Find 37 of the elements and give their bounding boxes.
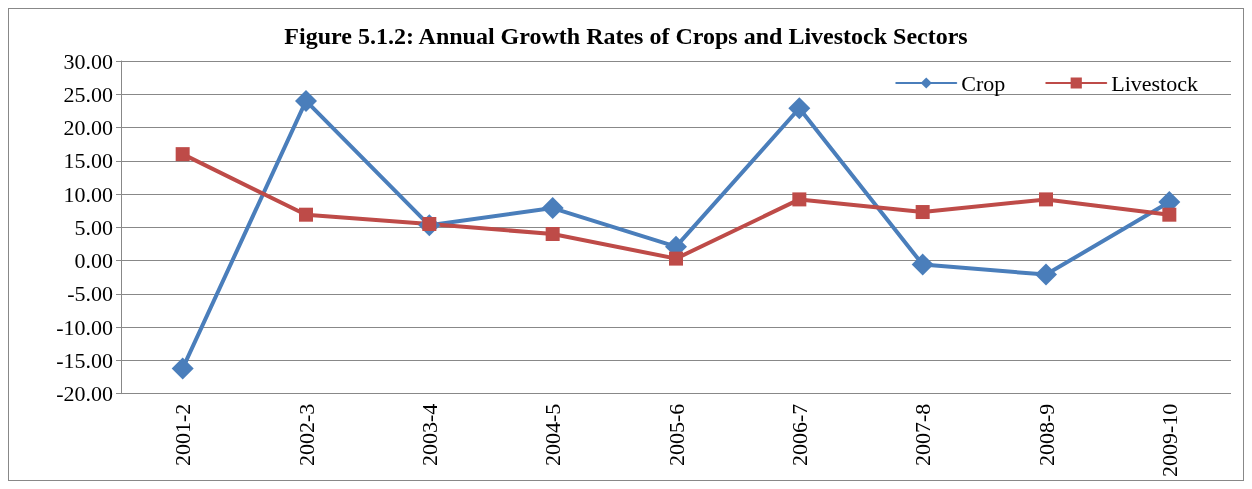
point: [669, 251, 683, 266]
y-tick-label: -15.00: [56, 347, 113, 373]
legend-label: Livestock: [1111, 70, 1199, 96]
point: [792, 192, 807, 207]
x-tick-label: 2004-5: [540, 403, 566, 466]
x-tick-label: 2007-8: [910, 403, 936, 466]
chart-title: Figure 5.1.2: Annual Growth Rates of Crops and Livestock Sectors: [284, 23, 968, 49]
x-tick-label: 2006-7: [786, 403, 812, 466]
point: [175, 147, 190, 162]
y-tick-label: 20.00: [63, 115, 113, 141]
point: [171, 357, 194, 380]
point: [295, 89, 317, 112]
y-tick-label: 10.00: [63, 181, 113, 207]
point: [1039, 192, 1053, 207]
point: [299, 207, 313, 222]
x-tick-label: 2003-4: [416, 403, 442, 466]
legend-label: Crop: [961, 70, 1006, 96]
y-tick-label: -10.00: [56, 314, 113, 340]
point: [545, 226, 560, 241]
y-tick-label: -5.00: [67, 281, 113, 307]
x-tick-label: 2008-9: [1033, 403, 1059, 466]
y-tick-label: 30.00: [63, 48, 113, 74]
point: [788, 97, 811, 120]
point: [915, 205, 930, 220]
x-tick-label: 2001-2: [170, 403, 196, 466]
y-tick-label: 15.00: [63, 148, 113, 174]
y-tick-label: 5.00: [74, 214, 113, 240]
x-tick-label: 2002-3: [293, 403, 319, 466]
y-tick-label: -20.00: [56, 381, 113, 407]
y-tick-label: 0.00: [74, 248, 113, 274]
point: [1162, 207, 1177, 222]
y-tick-label: 25.00: [63, 81, 113, 107]
x-tick-label: 2005-6: [663, 403, 689, 466]
point: [1035, 263, 1057, 286]
x-tick-label: 2009-10: [1156, 403, 1182, 477]
point: [911, 253, 934, 276]
point: [541, 197, 564, 220]
